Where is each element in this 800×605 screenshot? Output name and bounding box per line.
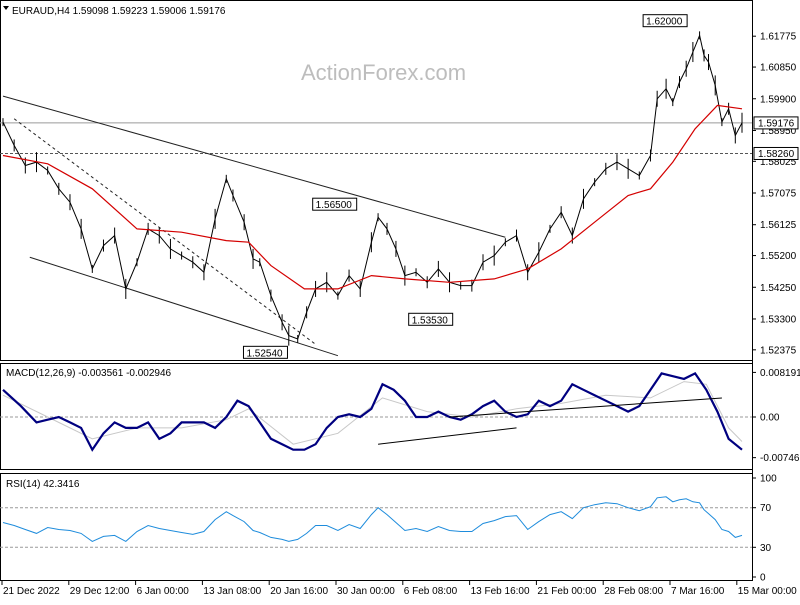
watermark: ActionForex.com (301, 60, 466, 85)
price-panel-frame (0, 0, 753, 361)
rsi-panel-frame (0, 473, 753, 581)
price-axis-tick-label: 1.52375 (760, 345, 797, 356)
price-label-box (408, 312, 454, 326)
x-axis: 21 Dec 2022 29 Dec 12:00 6 Jan 00:00 13 Jan… (1, 581, 797, 597)
current-price-tag: 1.59176 (758, 118, 795, 129)
macd-axis-tick-label: -0.007466 (760, 453, 800, 464)
macd-axis: 0.008191 0.00 -0.007466 (0, 368, 800, 464)
macd-signal-line (2, 381, 743, 445)
chart-header: EURAUD,H4 1.59098 1.59223 1.59006 1.5917… (12, 6, 226, 17)
macd-trendline (378, 427, 517, 445)
price-axis-tick-label: 1.57075 (760, 189, 797, 200)
rsi-line (2, 496, 743, 543)
price-axis-tick-label: 1.58950 (760, 126, 797, 137)
price-label: 1.62000 (646, 17, 683, 28)
price-trendline (2, 95, 506, 238)
x-axis-tick-label: 21 Feb 00:00 (537, 586, 596, 597)
macd-line (2, 371, 743, 452)
price-axis-tick-label: 1.54250 (760, 283, 797, 294)
x-axis-tick-label: 15 Mar 00:00 (738, 586, 797, 597)
price-axis: 1.61775 1.60850 1.59900 1.58950 1.58025 1.570… (752, 32, 797, 356)
price-label: 1.56500 (316, 200, 353, 211)
price-label: 1.52540 (246, 348, 283, 359)
dropdown-icon[interactable] (3, 6, 9, 10)
support-level-tag: 1.58260 (758, 149, 795, 160)
rsi-axis-tick-label: 30 (760, 543, 772, 554)
rsi-series (2, 496, 743, 543)
price-label-box (312, 197, 358, 211)
macd-axis-tick-label: 0.008191 (760, 368, 800, 379)
price-axis-tick-label: 1.53300 (760, 314, 797, 325)
price-line (2, 33, 743, 340)
current-price-tag-box (753, 116, 799, 130)
x-axis-tick-label: 13 Feb 16:00 (471, 586, 530, 597)
price-axis-tick-label: 1.55200 (760, 251, 797, 262)
x-axis-tick-label: 29 Dec 12:00 (70, 586, 130, 597)
support-level-tag-box (753, 146, 799, 160)
moving-average-line (2, 104, 743, 290)
price-label-box (642, 14, 688, 28)
macd-axis-tick-label: 0.00 (760, 413, 780, 424)
price-label: 1.53530 (412, 315, 449, 326)
rsi-axis-tick-label: 0 (760, 573, 766, 584)
x-axis-tick-label: 6 Feb 08:00 (404, 586, 458, 597)
rsi-axis: 100 70 30 0 (0, 474, 777, 584)
x-axis-tick-label: 6 Jan 00:00 (137, 586, 190, 597)
price-trendline (29, 256, 339, 357)
rsi-label: RSI(14) 42.3416 (6, 479, 80, 490)
rsi-axis-tick-label: 70 (760, 503, 772, 514)
x-axis-tick-label: 7 Mar 16:00 (671, 586, 725, 597)
price-axis-tick-label: 1.60850 (760, 63, 797, 74)
macd-label: MACD(12,26,9) -0.003561 -0.002946 (6, 368, 172, 379)
x-axis-tick-label: 20 Jan 16:00 (270, 586, 328, 597)
price-series (2, 31, 743, 346)
x-axis-tick-label: 28 Feb 08:00 (604, 586, 663, 597)
price-axis-tick-label: 1.59900 (760, 94, 797, 105)
price-axis-tick-label: 1.58025 (760, 157, 797, 168)
macd-trendline (449, 397, 722, 418)
price-axis-tick-label: 1.61775 (760, 32, 797, 43)
price-axis-tick-label: 1.56125 (760, 220, 797, 231)
rsi-axis-tick-label: 100 (760, 474, 777, 485)
x-axis-tick-label: 30 Jan 00:00 (337, 586, 395, 597)
macd-series (2, 371, 743, 452)
price-annotations: 1.62000 1.56500 1.53530 1.52540 (242, 14, 688, 359)
price-label-box (242, 345, 288, 359)
price-levels: 1.59176 1.58260 (0, 116, 799, 160)
x-axis-tick-label: 21 Dec 2022 (3, 586, 60, 597)
x-axis-tick-label: 13 Jan 08:00 (203, 586, 261, 597)
moving-average (2, 104, 743, 290)
